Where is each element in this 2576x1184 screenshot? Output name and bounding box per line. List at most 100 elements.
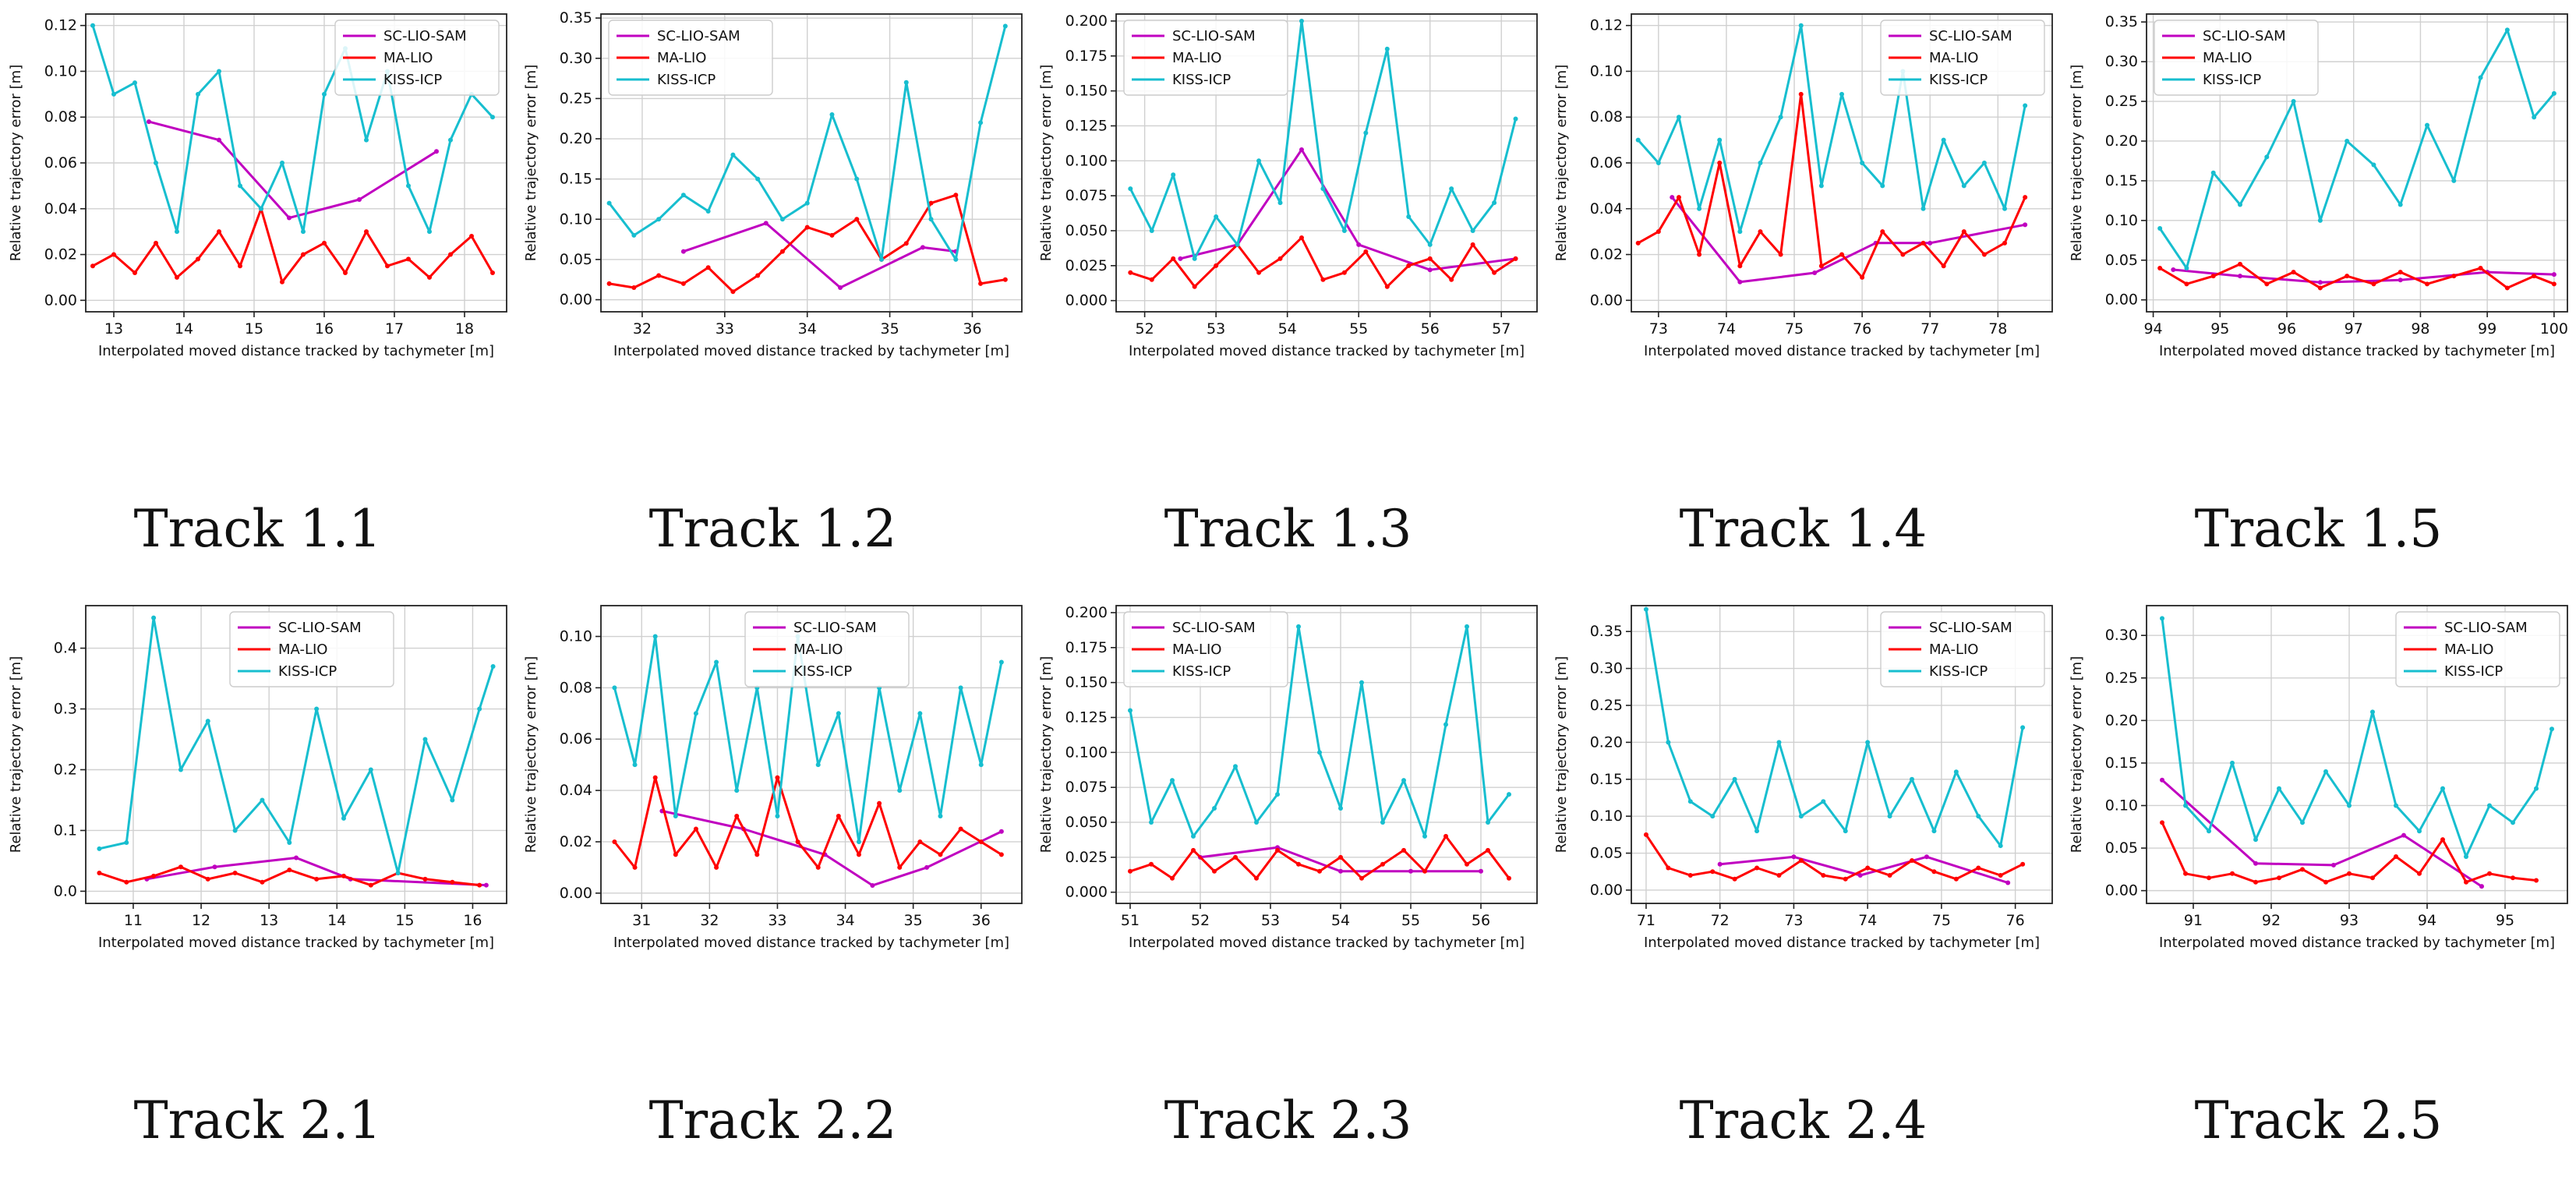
- data-point-ma-lio: [1732, 876, 1737, 882]
- data-point-ma-lio: [2210, 274, 2216, 279]
- y-tick-label: 0.200: [1065, 604, 1108, 621]
- x-tick-label: 76: [2006, 912, 2025, 929]
- data-point-kiss-icp: [450, 797, 455, 803]
- data-point-kiss-icp: [1214, 214, 1219, 220]
- data-point-kiss-icp: [1758, 161, 1763, 165]
- chart-panel: 52 53 54 55 56 57 0.000 0.025 0.050 0.075 0.100 0.1…: [1030, 0, 1546, 592]
- data-point-ma-lio: [1998, 872, 2003, 878]
- legend-label-kiss-icp: KISS-ICP: [278, 663, 337, 680]
- data-point-ma-lio: [1941, 263, 1946, 269]
- y-tick-label: 0.20: [560, 130, 592, 147]
- legend-label-ma-lio: MA-LIO: [2444, 641, 2493, 658]
- data-point-ma-lio: [205, 876, 210, 882]
- data-point-ma-lio: [1254, 875, 1259, 881]
- data-point-kiss-icp: [897, 788, 903, 793]
- data-point-kiss-icp: [734, 788, 740, 793]
- data-point-kiss-icp: [1235, 242, 1240, 247]
- data-point-ma-lio: [1776, 872, 1782, 878]
- x-tick-label: 35: [880, 320, 899, 338]
- data-point-ma-lio: [854, 217, 860, 222]
- data-point-kiss-icp: [1507, 792, 1511, 797]
- x-tick-label: 77: [1921, 320, 1939, 338]
- series-line-sc-lio-sam: [662, 809, 1002, 887]
- data-point-kiss-icp: [2371, 162, 2376, 168]
- x-tick-label: 33: [716, 320, 734, 338]
- x-tick-label: 52: [1136, 320, 1154, 338]
- y-tick-label: 0.075: [1065, 187, 1108, 204]
- data-point-sc-lio-sam: [1737, 279, 1743, 285]
- y-tick-label: 0.10: [560, 628, 592, 645]
- legend-label-kiss-icp: KISS-ICP: [1172, 663, 1231, 680]
- data-point-ma-lio: [2371, 281, 2376, 287]
- data-point-ma-lio: [1655, 229, 1661, 235]
- data-point-ma-lio: [2504, 285, 2510, 291]
- series-line-ma-lio: [1645, 833, 2023, 881]
- legend: SC-LIO-SAM MA-LIO KISS-ICP: [2395, 611, 2560, 687]
- data-point-sc-lio-sam: [294, 855, 299, 861]
- data-point-ma-lio: [1961, 229, 1966, 235]
- x-tick-label: 54: [1331, 912, 1350, 929]
- x-tick-label: 91: [2184, 912, 2203, 929]
- data-point-ma-lio: [2002, 240, 2008, 246]
- plot-frame: [2146, 605, 2568, 904]
- y-tick-label: 0.25: [560, 90, 592, 107]
- legend-label-sc-lio-sam: SC-LIO-SAM: [1172, 28, 1256, 44]
- data-point-kiss-icp: [2291, 99, 2296, 104]
- data-point-ma-lio: [1513, 256, 1518, 261]
- data-point-ma-lio: [1931, 869, 1937, 875]
- data-point-kiss-icp: [395, 871, 401, 876]
- data-point-kiss-icp: [1427, 242, 1433, 247]
- data-point-kiss-icp: [2440, 786, 2445, 791]
- y-tick-label: 0.35: [560, 9, 592, 27]
- track-caption: Track 2.2: [648, 1090, 897, 1150]
- data-point-ma-lio: [829, 232, 835, 238]
- data-point-ma-lio: [804, 224, 810, 230]
- y-tick-label: 0.02: [1590, 246, 1623, 263]
- y-tick-label: 0.150: [1065, 674, 1108, 691]
- y-tick-label: 0.150: [1065, 83, 1108, 100]
- y-tick-label: 0.050: [1065, 814, 1108, 831]
- data-point-sc-lio-sam: [2023, 222, 2028, 228]
- data-point-kiss-icp: [652, 634, 658, 639]
- data-point-ma-lio: [928, 200, 934, 206]
- legend: SC-LIO-SAM MA-LIO KISS-ICP: [229, 611, 394, 687]
- data-point-kiss-icp: [175, 229, 179, 235]
- data-point-kiss-icp: [958, 685, 963, 691]
- data-point-kiss-icp: [1998, 843, 2003, 849]
- data-point-ma-lio: [232, 871, 238, 876]
- data-point-ma-lio: [343, 270, 348, 276]
- data-point-kiss-icp: [314, 706, 320, 712]
- legend-label-ma-lio: MA-LIO: [1172, 50, 1221, 66]
- data-point-kiss-icp: [133, 80, 137, 86]
- data-point-ma-lio: [97, 871, 102, 876]
- data-point-sc-lio-sam: [2005, 880, 2011, 885]
- y-tick-label: 0.20: [1590, 733, 1623, 751]
- data-point-kiss-icp: [2300, 820, 2305, 825]
- data-point-kiss-icp: [1513, 116, 1518, 122]
- data-point-kiss-icp: [232, 828, 238, 833]
- data-point-kiss-icp: [1860, 161, 1865, 165]
- data-point-ma-lio: [1880, 229, 1885, 235]
- data-point-kiss-icp: [1921, 206, 1926, 211]
- data-point-ma-lio: [1697, 252, 1702, 257]
- data-point-ma-lio: [151, 873, 157, 878]
- data-point-kiss-icp: [2534, 786, 2539, 791]
- data-point-ma-lio: [730, 289, 736, 295]
- data-point-kiss-icp: [917, 711, 923, 716]
- data-point-kiss-icp: [1821, 799, 1826, 804]
- data-point-kiss-icp: [2210, 170, 2216, 175]
- x-tick-label: 33: [768, 912, 786, 929]
- data-point-kiss-icp: [1798, 23, 1804, 28]
- data-point-ma-lio: [897, 864, 903, 870]
- data-point-kiss-icp: [2264, 154, 2270, 160]
- data-point-kiss-icp: [1296, 624, 1301, 629]
- data-point-ma-lio: [314, 876, 320, 882]
- chart-svg: 51 52 53 54 55 56 0.000 0.025 0.050 0.075 0.100 0.1…: [1038, 604, 1538, 951]
- data-point-ma-lio: [1192, 284, 1197, 289]
- y-tick-label: 0.30: [560, 50, 592, 67]
- track-caption: Track 2.5: [2194, 1090, 2443, 1150]
- chart-panel: 51 52 53 54 55 56 0.000 0.025 0.050 0.075 0.100 0.1…: [1030, 592, 1546, 1183]
- y-tick-label: 0.125: [1065, 117, 1108, 134]
- x-tick-label: 17: [385, 320, 404, 338]
- series-line-ma-lio: [2159, 263, 2555, 289]
